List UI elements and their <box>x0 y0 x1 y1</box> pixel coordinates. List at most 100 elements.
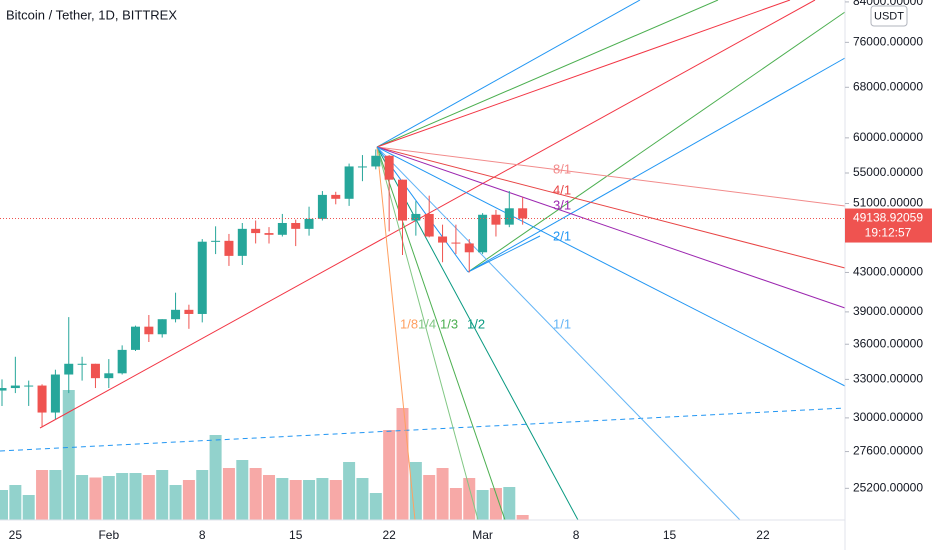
candle-body <box>197 241 207 314</box>
fan-line <box>467 11 846 273</box>
candle-body <box>157 319 167 335</box>
fan-label: 3/1 <box>553 197 571 212</box>
candle-body <box>317 194 327 219</box>
fan-line <box>376 146 846 269</box>
y-tick-label: 68000.00000 <box>853 79 923 93</box>
volume-bar <box>343 462 356 520</box>
x-tick-label: 15 <box>289 528 303 542</box>
countdown-label: 19:12:57 <box>865 226 912 240</box>
candle-body <box>438 236 448 243</box>
fan-line <box>376 146 846 387</box>
volume-bar <box>49 470 62 520</box>
candle-body <box>491 214 501 225</box>
candle-body <box>237 228 247 256</box>
volume-bar <box>196 470 209 520</box>
y-tick-label: 33000.00000 <box>853 372 923 386</box>
candle-body <box>331 194 341 199</box>
candle-body <box>504 208 514 225</box>
candle-body <box>398 179 407 221</box>
volume-bar <box>356 478 369 520</box>
candle-body <box>104 373 114 379</box>
candle-body <box>251 228 261 234</box>
fan-line <box>467 57 846 273</box>
volume-bar <box>423 475 436 520</box>
volume-bar <box>263 475 275 520</box>
volume-bar <box>383 430 396 520</box>
candle-body <box>224 240 234 256</box>
volume-bar <box>0 490 8 520</box>
candle-body <box>424 213 434 237</box>
candle-body <box>0 388 7 391</box>
candle-body <box>37 385 47 413</box>
y-tick-label: 60000.00000 <box>853 130 923 144</box>
x-tick-label: 22 <box>756 528 770 542</box>
candle-body <box>211 240 221 242</box>
chart-title: Bitcoin / Tether, 1D, BITTREX <box>6 7 177 22</box>
fan-label: 8/1 <box>553 161 571 176</box>
volume-bar <box>516 515 529 520</box>
fan-label: 2/1 <box>553 228 571 243</box>
volume-bar <box>329 480 342 520</box>
volume-bar <box>409 462 422 520</box>
candle-body <box>90 363 100 379</box>
y-tick-label: 55000.00000 <box>853 165 923 179</box>
volume-bar <box>62 390 75 520</box>
volume-bar <box>276 478 289 520</box>
candle-body <box>264 233 274 235</box>
candle-body <box>117 349 127 374</box>
volume-bar <box>89 477 102 520</box>
volume-bar <box>142 475 155 520</box>
volume-bar <box>36 470 49 520</box>
x-tick-label: 25 <box>9 528 23 542</box>
volume-bar <box>169 485 182 520</box>
volume-bar <box>489 488 502 520</box>
fan-line <box>376 0 641 148</box>
candle-body <box>10 385 20 389</box>
fan-line <box>376 146 579 521</box>
candle-body <box>384 155 394 180</box>
x-tick-label: 15 <box>663 528 677 542</box>
candle-body <box>304 218 314 229</box>
candle-body <box>291 222 301 229</box>
volume-bar <box>289 480 302 520</box>
candle-body <box>371 155 381 167</box>
currency-box <box>870 5 908 27</box>
volume-bar <box>303 480 316 520</box>
volume-bar <box>116 473 129 520</box>
candle-body <box>277 222 287 235</box>
candle-body <box>77 363 87 365</box>
volume-bar <box>396 408 409 520</box>
volume-bar <box>9 485 22 520</box>
candle-body <box>357 166 367 168</box>
trend-line <box>0 407 846 452</box>
y-tick-label: 76000.00000 <box>853 35 923 49</box>
volume-bar <box>129 473 142 520</box>
candle-body <box>464 243 474 253</box>
volume-bar <box>316 478 329 520</box>
x-tick-label: Feb <box>98 528 119 542</box>
volume-bar <box>503 487 516 520</box>
x-tick-label: 8 <box>573 528 580 542</box>
candle-body <box>184 309 194 314</box>
x-tick-label: Mar <box>472 528 493 542</box>
y-tick-label: 27600.00000 <box>853 444 923 458</box>
volume-bar <box>22 495 35 520</box>
candle-body <box>50 374 60 413</box>
fan-line <box>376 146 479 521</box>
fan-line <box>376 0 719 148</box>
volume-bar <box>76 475 89 520</box>
x-tick-label: 22 <box>382 528 396 542</box>
volume-bars <box>0 390 529 520</box>
candle-body <box>144 326 154 335</box>
volume-bar <box>102 476 115 520</box>
fan-label: 1/2 <box>467 316 485 331</box>
volume-bar <box>449 488 462 520</box>
volume-bar <box>463 478 476 520</box>
fan-line <box>376 146 741 521</box>
y-tick-label: 30000.00000 <box>853 410 923 424</box>
y-tick-label: 36000.00000 <box>853 336 923 350</box>
volume-bar <box>222 468 235 520</box>
fan-line <box>376 146 416 521</box>
